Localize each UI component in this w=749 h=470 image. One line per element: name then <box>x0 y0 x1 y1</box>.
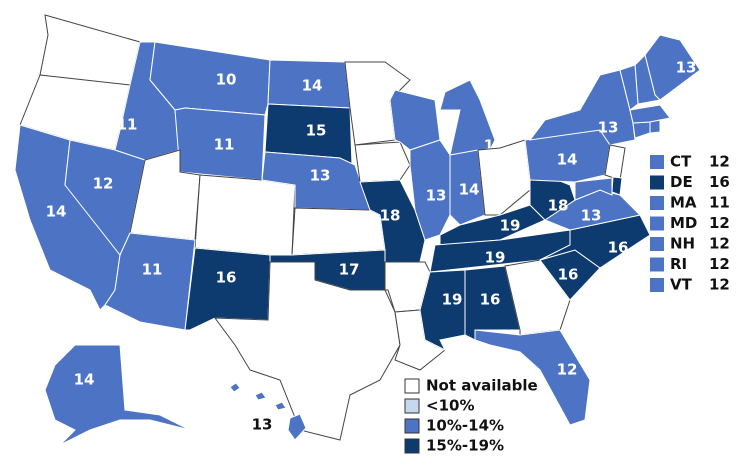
state-value: 14 <box>46 203 67 221</box>
state-value: 16 <box>608 239 629 257</box>
small-state-abbr: MA <box>670 194 697 212</box>
state <box>474 329 591 426</box>
state-value: 14 <box>459 181 480 199</box>
small-state-abbr: DE <box>670 173 693 191</box>
state <box>274 401 287 411</box>
state-value: 17 <box>339 261 360 279</box>
small-state-swatch <box>650 155 664 169</box>
state <box>287 413 307 441</box>
small-state-swatch <box>650 216 664 231</box>
small-state-swatch <box>650 237 664 251</box>
legend-label: 15%-19% <box>426 437 504 455</box>
small-state-abbr: CT <box>670 153 692 171</box>
state <box>39 14 141 86</box>
state-value: 19 <box>485 249 506 267</box>
state <box>104 232 196 331</box>
state <box>477 139 531 216</box>
legend-swatch <box>404 418 420 434</box>
legend-label: <10% <box>426 397 474 415</box>
small-state-value: 11 <box>709 194 730 212</box>
state-value: 14 <box>74 371 95 389</box>
state-value: 13 <box>310 167 331 185</box>
state-value: 14 <box>557 151 578 169</box>
small-state-abbr: RI <box>670 255 687 273</box>
state-value: 18 <box>548 197 569 215</box>
legend-label: 10%-14% <box>426 417 504 435</box>
state-value: 19 <box>442 291 463 309</box>
state <box>229 382 241 393</box>
state <box>254 391 267 401</box>
state-value: 14 <box>302 77 323 95</box>
state-value: 18 <box>380 207 401 225</box>
state-value: 13 <box>676 59 697 77</box>
state <box>611 176 623 196</box>
state <box>389 89 441 151</box>
state-value: 13 <box>598 119 619 137</box>
legend-swatch <box>404 398 420 414</box>
state <box>632 121 651 139</box>
state <box>649 119 661 134</box>
state <box>291 207 386 256</box>
state <box>174 107 266 181</box>
state-value: 11 <box>214 136 235 154</box>
small-state-value: 12 <box>709 235 730 253</box>
state <box>354 141 411 183</box>
state-value: 15 <box>306 122 327 140</box>
state-value: 12 <box>93 175 114 193</box>
small-state-abbr: NH <box>670 235 695 253</box>
state <box>194 174 296 256</box>
state <box>629 104 671 124</box>
small-state-value: 12 <box>709 276 730 294</box>
legend-swatch <box>404 378 420 394</box>
state-value: 16 <box>480 291 501 309</box>
state-value: 13 <box>581 207 602 225</box>
small-state-value: 12 <box>709 153 730 171</box>
state <box>184 247 271 331</box>
legend-label: Not available <box>426 377 538 395</box>
small-state-swatch <box>650 175 664 190</box>
small-state-value: 16 <box>709 173 730 191</box>
state <box>449 149 486 226</box>
small-state-value: 12 <box>709 255 730 273</box>
state-value: 13 <box>252 416 273 434</box>
state <box>574 177 613 201</box>
state-value: 10 <box>216 71 237 89</box>
state-value: 12 <box>557 361 578 379</box>
state-value: 16 <box>558 266 579 284</box>
small-state-abbr: MD <box>670 214 697 232</box>
state <box>539 214 651 269</box>
small-state-value: 12 <box>709 214 730 232</box>
small-state-swatch <box>650 257 664 272</box>
small-state-swatch <box>650 278 664 292</box>
state-value: 11 <box>117 116 138 134</box>
state-value: 16 <box>216 269 237 287</box>
state <box>44 344 191 446</box>
legend-swatch <box>404 438 420 454</box>
small-state-abbr: VT <box>670 276 693 294</box>
small-state-swatch <box>650 196 664 210</box>
state-value: 13 <box>426 187 447 205</box>
state <box>619 64 639 111</box>
state-value: 11 <box>142 261 163 279</box>
state <box>213 261 401 441</box>
state-value: 19 <box>500 217 521 235</box>
